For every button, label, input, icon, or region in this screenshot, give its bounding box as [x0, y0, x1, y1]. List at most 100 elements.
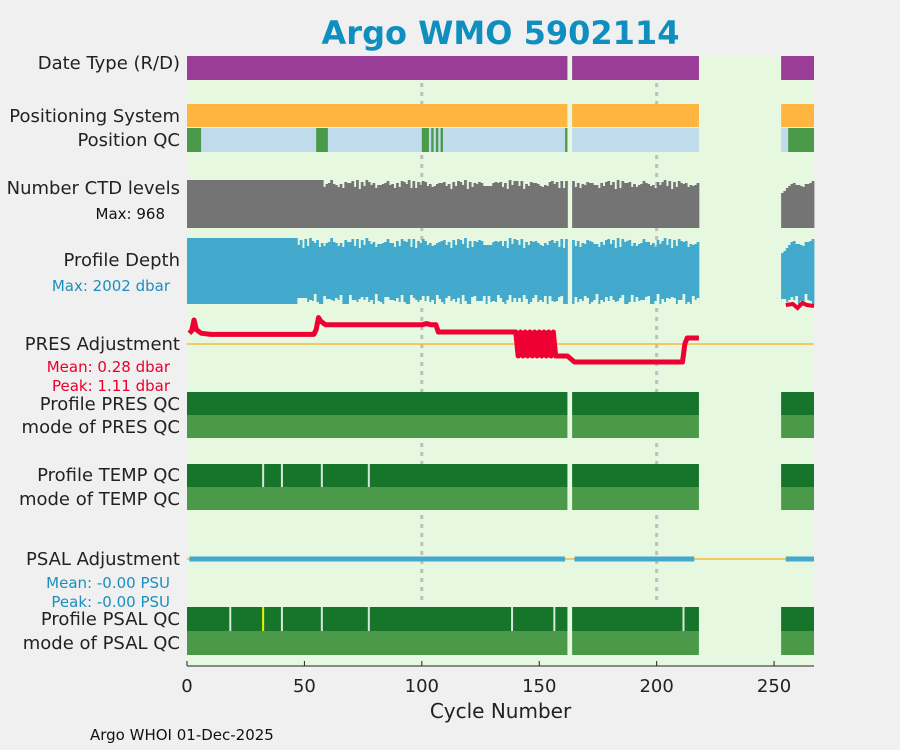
ctd-levels-bar-200	[656, 182, 660, 228]
profile-depth-bar-68	[346, 242, 350, 304]
ctd-levels-bar-123	[475, 184, 479, 228]
profile-depth-bar-179	[607, 239, 611, 304]
profile-depth-notch-133	[499, 298, 503, 304]
profile-depth-bar-166	[576, 241, 580, 304]
ctd-levels-bar-34	[266, 180, 270, 228]
profile-depth-bar-125	[480, 241, 484, 304]
ctd-levels-bar-1	[189, 180, 193, 228]
profile-depth-bar-76	[365, 238, 369, 304]
profile-depth-notch-216	[694, 300, 697, 304]
ctd-levels-bar-258	[792, 183, 796, 228]
profile-depth-bar-5	[198, 238, 202, 304]
ctd-levels-bar-67	[344, 182, 348, 228]
profile-depth-bar-110	[445, 245, 449, 304]
profile-depth-bar-81	[377, 244, 380, 304]
profile-depth-bar-19	[231, 238, 235, 304]
profile-depth-notch-217	[696, 298, 700, 304]
ctd-levels-bar-198	[651, 185, 655, 228]
ctd-levels-bar-142	[520, 181, 524, 228]
psal-qc-mark-138	[511, 607, 514, 631]
profile-depth-bar-165	[574, 246, 578, 304]
profile-depth-notch-151	[541, 302, 545, 304]
ctd-levels-bar-57	[320, 180, 324, 228]
ctd-levels-bar-20	[233, 180, 237, 228]
profile-depth-bar-114	[454, 245, 458, 304]
profile-depth-notch-73	[358, 299, 362, 304]
profile-depth-notch-69	[349, 295, 352, 304]
ctd-levels-bar-18	[229, 180, 233, 228]
profile-depth-notch-181	[612, 300, 615, 304]
profile-depth-bar-75	[363, 245, 366, 304]
ctd-levels-bar-179	[607, 181, 611, 228]
ctd-levels-bar-82	[379, 185, 383, 228]
profile-depth-bar-212	[684, 241, 688, 304]
profile-depth-notch-194	[642, 300, 646, 304]
profile-depth-bar-89	[396, 241, 399, 304]
profile-depth-notch-144	[525, 299, 528, 304]
ctd-levels-bar-108	[440, 183, 444, 228]
profile-depth-bar-113	[452, 240, 456, 304]
ctd-levels-bar-22	[238, 180, 242, 228]
ctd-levels-bar-180	[609, 185, 613, 228]
x-tick-label-100: 100	[405, 676, 439, 697]
profile-depth-bar-36	[271, 238, 275, 304]
temp-qc-mark-77	[367, 464, 370, 487]
profile-depth-notch-114	[454, 302, 458, 304]
profile-depth-bar-111	[447, 242, 451, 304]
profile-depth-bar-109	[442, 240, 446, 304]
ctd-levels-max: Max: 968	[95, 205, 165, 223]
profile-depth-bar-60	[327, 242, 331, 304]
profile-depth-notch-259	[795, 296, 798, 304]
profile-depth-bar-193	[640, 243, 643, 304]
profile-depth-bar-259	[795, 244, 798, 304]
profile-depth-notch-86	[388, 300, 392, 304]
profile-psal-qc-band-1	[572, 607, 699, 631]
profile-depth-notch-71	[353, 300, 357, 304]
profile-depth-notch-130	[492, 301, 496, 304]
profile-depth-bar-91	[400, 239, 404, 304]
ctd-levels-bar-262	[802, 187, 806, 228]
profile-depth-notch-59	[325, 299, 329, 304]
ctd-levels-bar-78	[370, 185, 373, 228]
temp-qc-mark-40	[280, 464, 283, 487]
profile-depth-bar-35	[269, 238, 272, 304]
profile-depth-notch-131	[494, 302, 498, 304]
profile-depth-bar-257	[790, 242, 794, 304]
ctd-levels-bar-177	[602, 186, 606, 228]
psal-qc-mark-18	[229, 607, 232, 631]
ctd-levels-bar-112	[450, 189, 453, 228]
ctd-levels-bar-199	[654, 188, 658, 228]
ctd-levels-bar-90	[398, 187, 402, 228]
ctd-levels-bar-195	[644, 183, 648, 228]
profile-depth-bar-106	[435, 243, 439, 304]
ctd-levels-bar-72	[356, 180, 359, 228]
profile-depth-notch-118	[464, 301, 467, 304]
ctd-levels-bar-102	[426, 186, 430, 228]
profile-depth-notch-203	[663, 302, 667, 304]
profile-depth-bar-72	[356, 239, 359, 304]
ctd-levels-bar-43	[287, 180, 291, 228]
profile-depth-notch-137	[508, 295, 512, 304]
profile-depth-bar-112	[450, 248, 453, 304]
ctd-levels-bar-19	[231, 180, 235, 228]
profile-depth-notch-123	[475, 301, 479, 304]
profile-depth-bar-116	[459, 240, 463, 304]
row-label-profile-depth: Profile Depth	[63, 250, 180, 271]
ctd-levels-bar-25	[245, 180, 249, 228]
ctd-levels-bar-127	[485, 186, 488, 228]
profile-depth-bar-266	[811, 239, 815, 304]
ctd-levels-bar-135	[504, 183, 507, 228]
profile-depth-bar-95	[410, 247, 413, 304]
ctd-levels-bar-148	[534, 183, 538, 228]
profile-depth-notch-117	[461, 295, 465, 304]
profile-depth-notch-189	[630, 295, 634, 304]
profile-depth-bar-216	[694, 244, 697, 304]
profile-depth-bar-107	[438, 242, 442, 304]
ctd-levels-bar-83	[381, 184, 385, 228]
ctd-levels-bar-133	[499, 182, 503, 228]
profile-depth-bar-194	[642, 239, 646, 304]
ctd-levels-bar-134	[501, 187, 505, 228]
ctd-levels-bar-17	[226, 180, 230, 228]
profile-depth-bar-57	[320, 243, 324, 304]
profile-depth-bar-43	[287, 238, 291, 304]
